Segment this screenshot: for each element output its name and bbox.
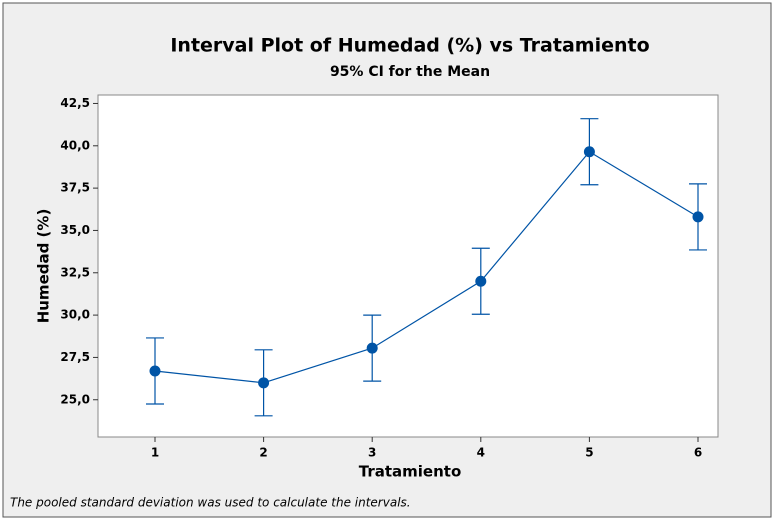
chart-subtitle: 95% CI for the Mean [330,64,490,80]
chart-title: Interval Plot of Humedad (%) vs Tratamie… [170,35,649,57]
y-tick-label: 40,0 [60,138,90,152]
y-tick-label: 30,0 [60,308,90,322]
y-tick-label: 25,0 [60,392,90,406]
mean-point [366,342,378,354]
y-tick-label: 42,5 [60,96,90,110]
x-tick-label: 2 [259,446,267,460]
y-tick-label: 37,5 [60,181,90,195]
y-tick-label: 32,5 [60,265,90,279]
y-axis-label: Humedad (%) [35,209,53,324]
mean-point [149,365,161,377]
mean-point [475,275,487,287]
y-tick-label: 27,5 [60,350,90,364]
x-tick-label: 3 [368,446,376,460]
mean-point [583,146,595,158]
mean-line [154,150,699,384]
x-axis-label: Tratamiento [359,463,462,481]
x-tick-label: 5 [585,446,593,460]
y-tick-label: 35,0 [60,223,90,237]
footnote: The pooled standard deviation was used t… [10,496,411,510]
plot-area [97,94,719,438]
x-tick-label: 6 [694,446,702,460]
x-tick-label: 4 [477,446,485,460]
x-tick-label: 1 [151,446,159,460]
mean-point [258,377,270,389]
mean-point [692,211,704,223]
